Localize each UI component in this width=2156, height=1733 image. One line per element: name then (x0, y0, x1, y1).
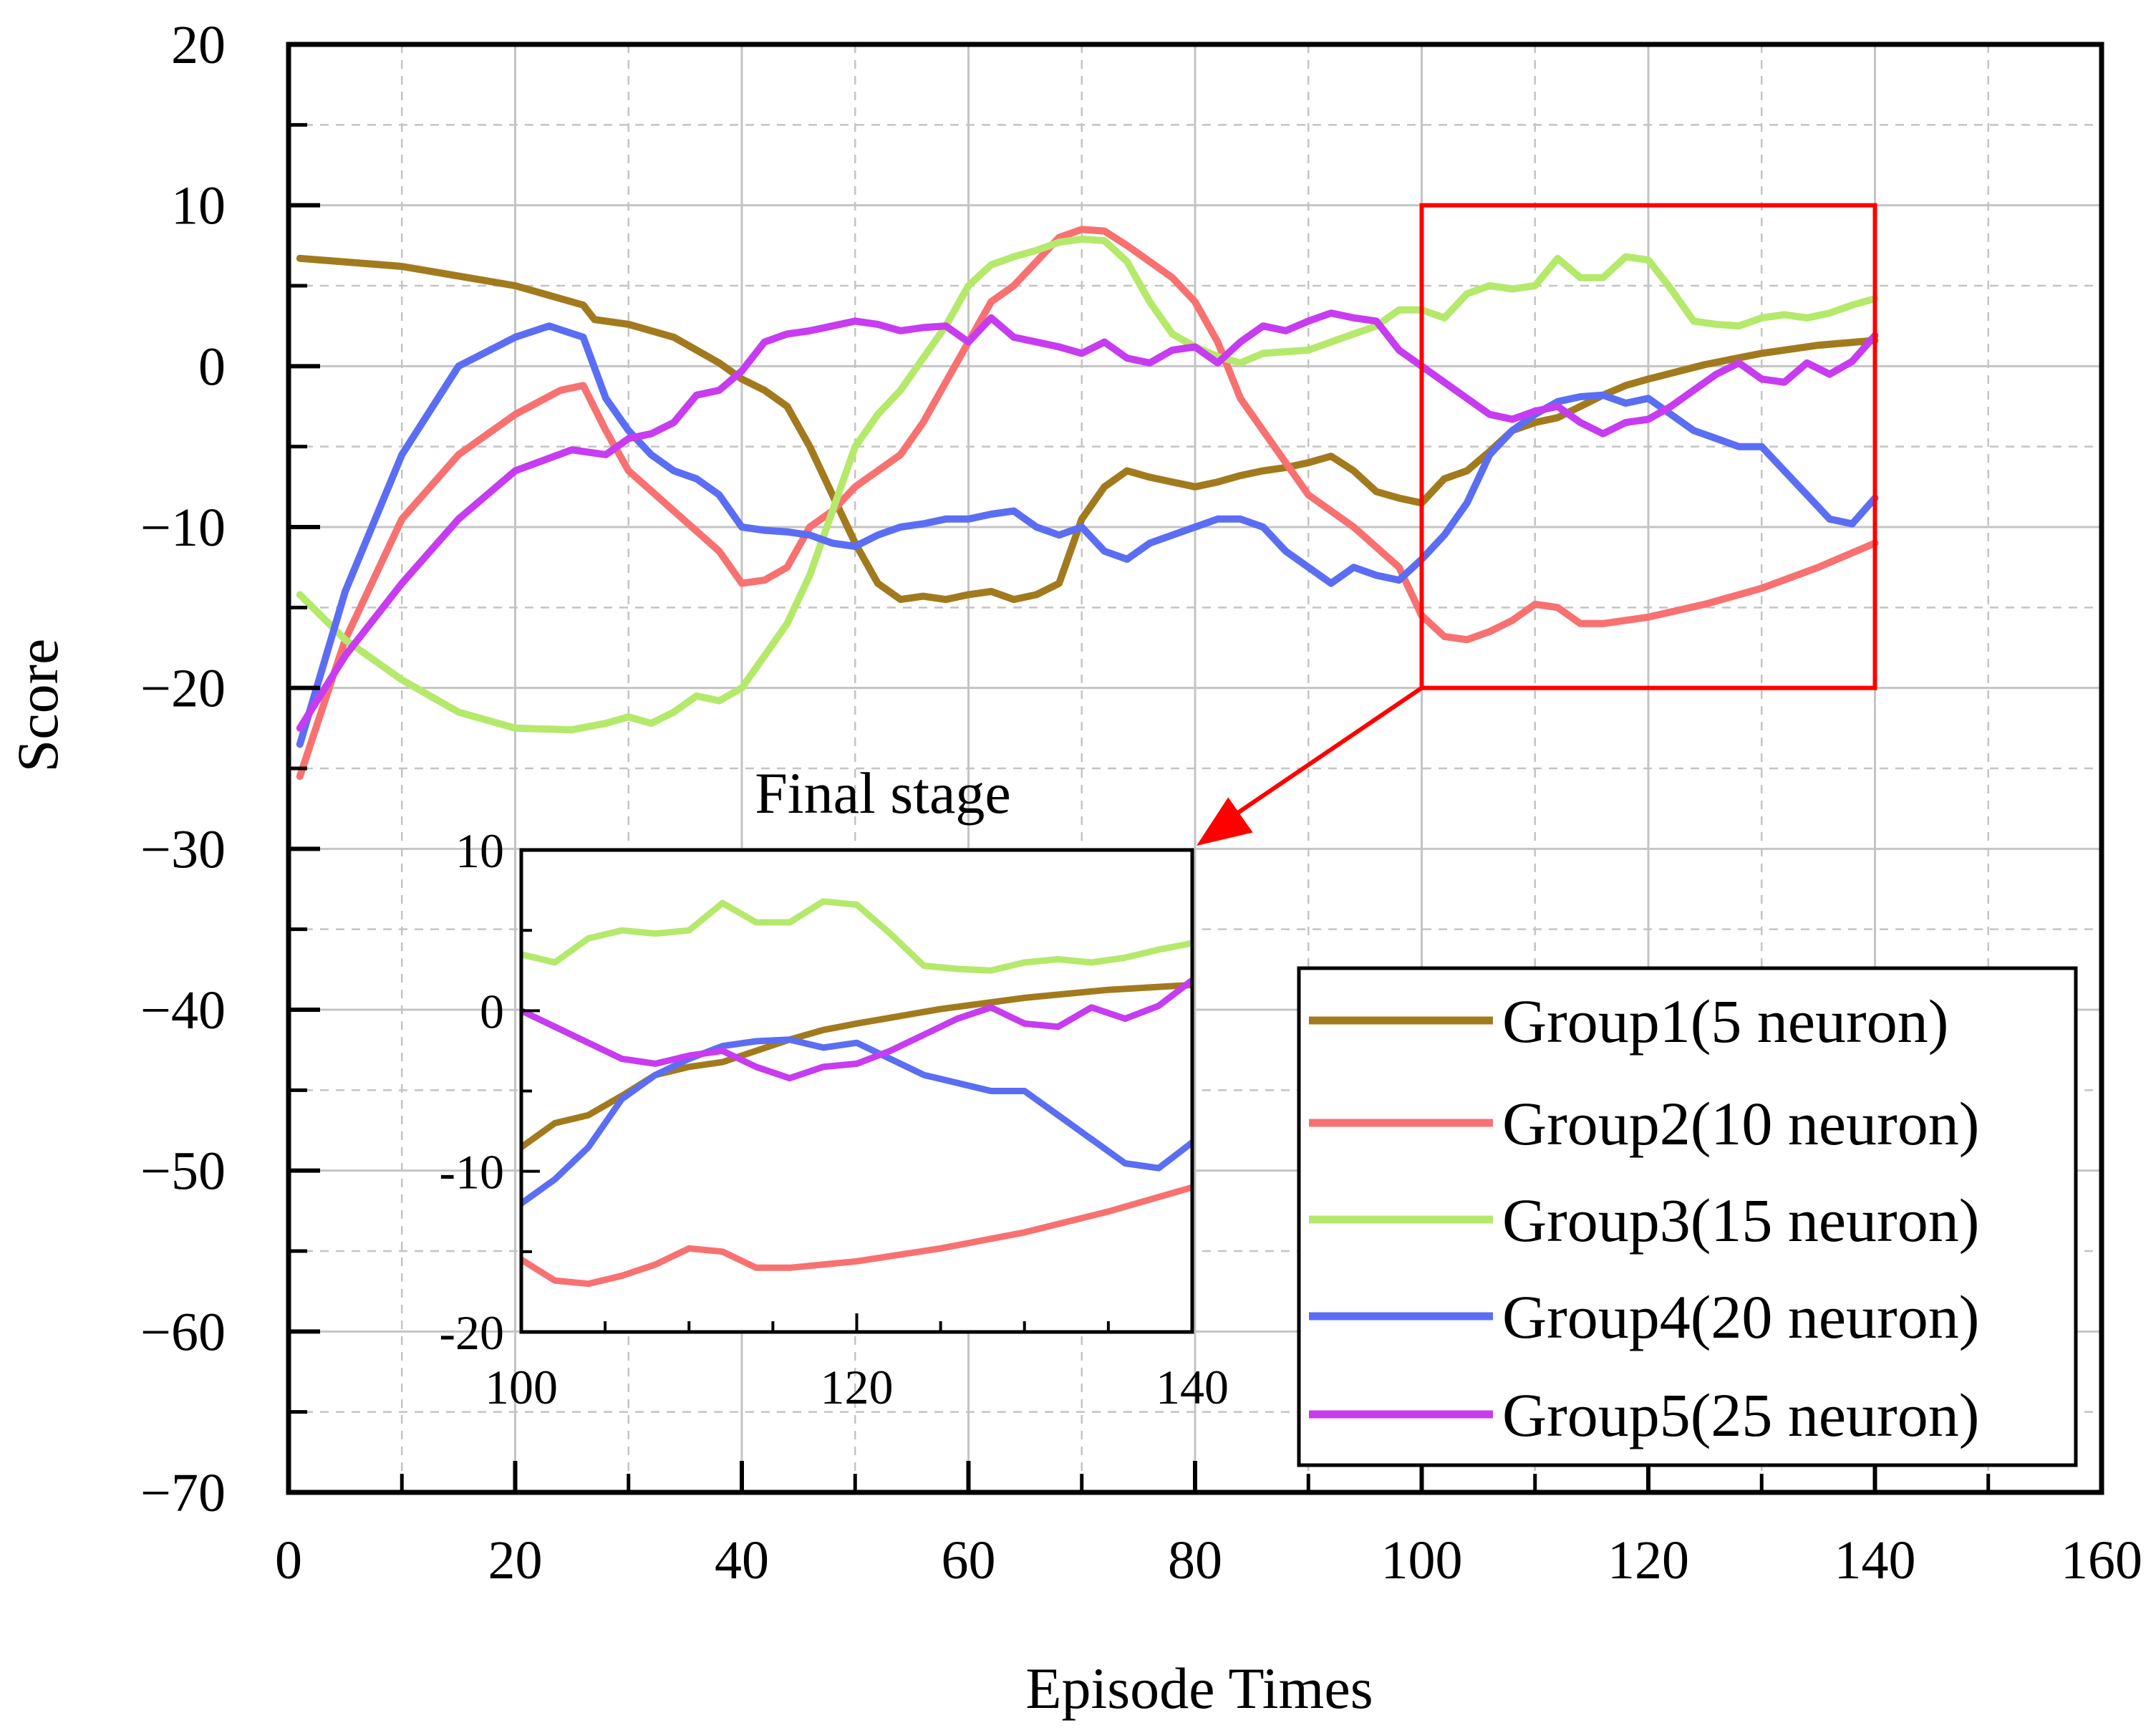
legend-label-group3: Group3(15 neuron) (1502, 1186, 1979, 1255)
inset-y-tick-label: -20 (439, 1305, 504, 1360)
highlight-box-group (1197, 203, 1877, 846)
inset-series-line-group2 (521, 1184, 1192, 1288)
x-tick-label: 140 (1834, 1530, 1916, 1590)
series-line-group1 (296, 254, 1879, 604)
x-tick-label: 120 (1608, 1530, 1689, 1590)
inset-x-tick-label: 120 (821, 1360, 894, 1414)
y-tick-label: 20 (171, 15, 226, 75)
inset-series-line-group3 (521, 898, 1192, 974)
y-tick-label: −40 (140, 980, 226, 1041)
inset-y-tick-label: 10 (455, 824, 504, 878)
inset-y-tick-label: -10 (439, 1145, 504, 1199)
legend-label-group5: Group5(25 neuron) (1502, 1381, 1979, 1449)
y-axis-title: Score (5, 639, 70, 773)
inset-series-line-group5 (521, 977, 1192, 1082)
x-tick-label: 160 (2061, 1530, 2142, 1590)
x-tick-label: 60 (942, 1530, 996, 1590)
zoom-arrow-shaft (1224, 686, 1423, 824)
inset-x-tick-label: 140 (1156, 1360, 1229, 1414)
legend-label-group2: Group2(10 neuron) (1502, 1089, 1979, 1158)
x-tick-label: 40 (715, 1530, 769, 1590)
x-tick-label: 0 (275, 1530, 302, 1590)
y-tick-label: −30 (140, 819, 226, 879)
y-tick-label: −60 (140, 1302, 226, 1362)
y-tick-label: −70 (140, 1463, 226, 1523)
series-line-group2 (296, 226, 1879, 781)
y-tick-label: −50 (140, 1141, 226, 1202)
inset-series-line-group4 (521, 1036, 1192, 1207)
inset-y-tick-label: 0 (480, 984, 504, 1038)
legend-label-group1: Group1(5 neuron) (1502, 987, 1948, 1056)
inset-series-lines (521, 898, 1192, 1288)
y-tick-label: −10 (140, 498, 226, 558)
y-tick-label: 10 (171, 176, 226, 236)
x-axis-title: Episode Times (1025, 1656, 1373, 1721)
chart-title-inset: Final stage (755, 761, 1011, 826)
y-tick-label: 0 (198, 337, 226, 397)
legend-label-group4: Group4(20 neuron) (1502, 1283, 1979, 1351)
y-tick-label: −20 (140, 659, 226, 719)
series-line-group4 (296, 322, 1879, 748)
main-axes: 0 20 40 60 80 100 120 140 16020100−10−20−30−40−5… (140, 15, 2142, 1590)
series-line-group5 (296, 309, 1879, 732)
zoom-arrow-head (1197, 797, 1253, 846)
main-series-lines (296, 226, 1879, 781)
legend: Group1(5 neuron) Group2(10 neuron) Group… (1297, 966, 2078, 1467)
series-line-group3 (296, 235, 1879, 734)
x-tick-label: 100 (1381, 1530, 1463, 1590)
x-tick-label: 20 (488, 1530, 543, 1590)
inset-x-tick-label: 100 (485, 1360, 558, 1414)
highlight-box (1419, 203, 1877, 690)
x-tick-label: 80 (1168, 1530, 1222, 1590)
